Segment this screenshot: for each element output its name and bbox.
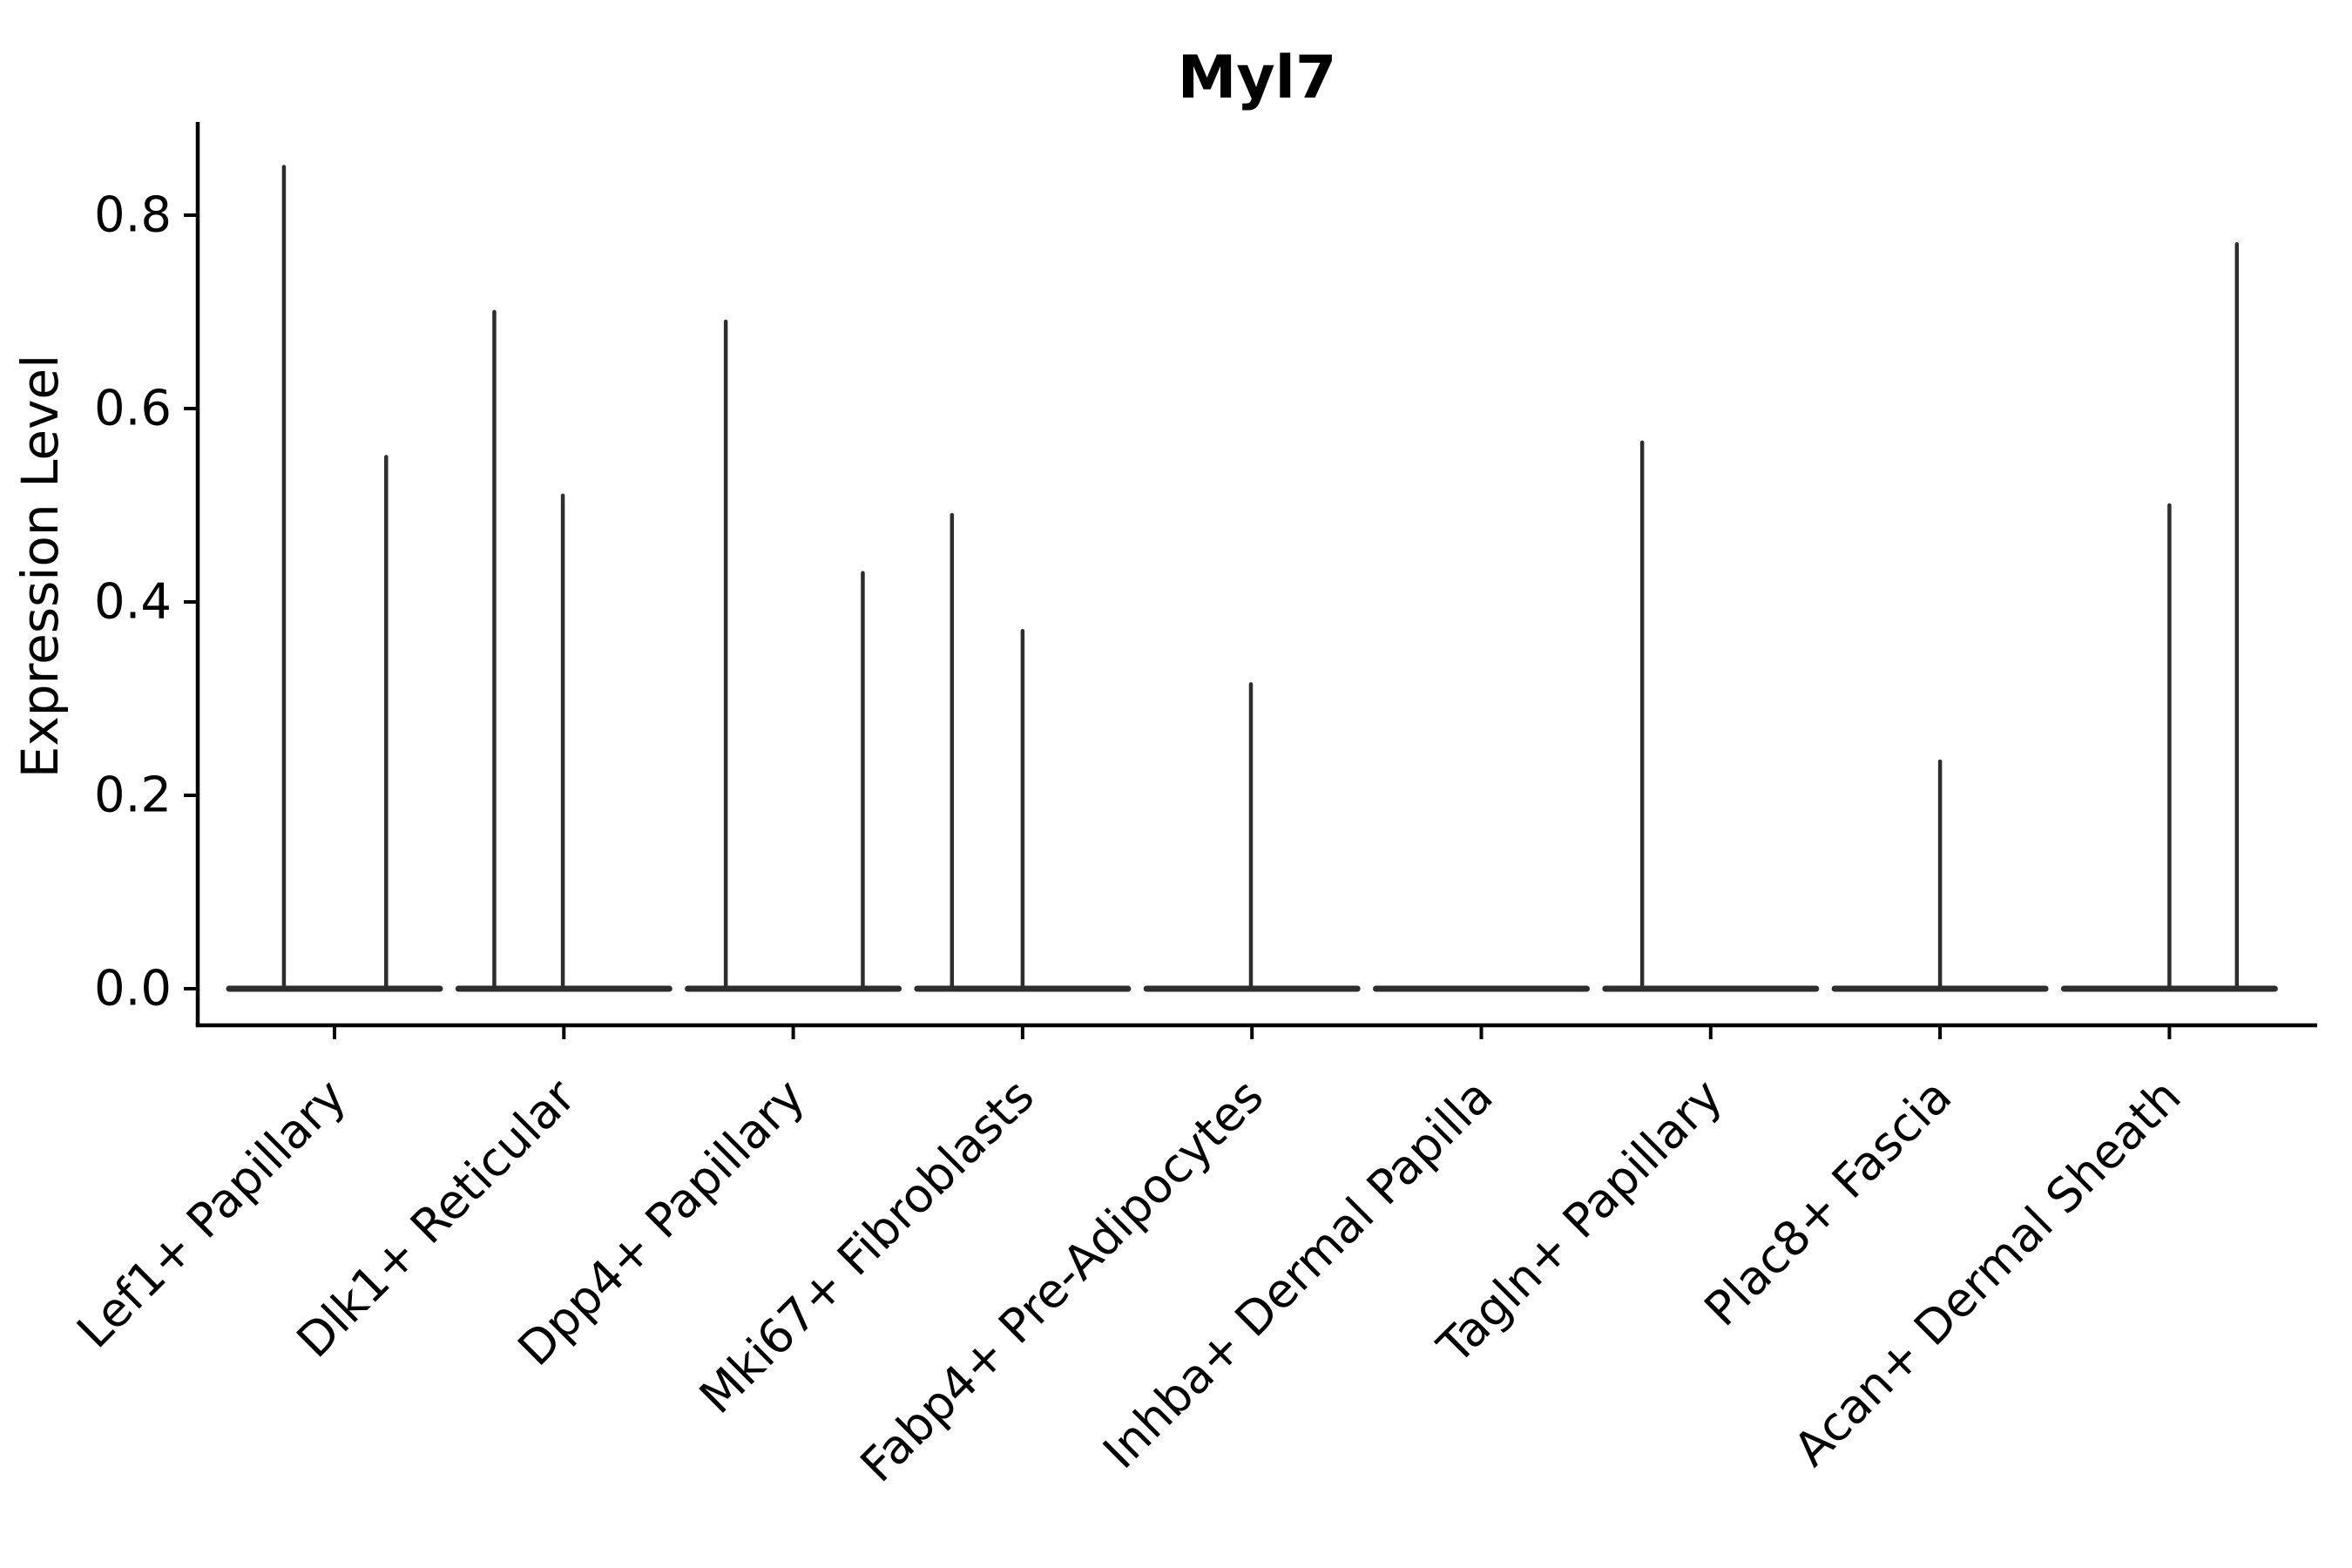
violin (1831, 759, 2049, 992)
x-tick-label: Inhba+ Dermal Papilla (1092, 1069, 1503, 1479)
violin (685, 319, 902, 992)
violin-series (226, 165, 2278, 992)
y-axis-ticks: 0.0 0.2 0.4 0.6 0.8 (94, 187, 198, 1017)
y-tick-label: 0.6 (94, 381, 172, 437)
y-tick-label: 0.0 (94, 961, 172, 1017)
violin (1143, 682, 1361, 992)
violin (226, 165, 443, 992)
x-tick-label: Plac8+ Fascia (1694, 1069, 1963, 1337)
violin (1602, 440, 1820, 992)
chart-title: Myl7 (1178, 44, 1337, 112)
y-axis-label: Expression Level (10, 355, 70, 778)
violin (914, 512, 1132, 992)
y-tick-label: 0.4 (94, 574, 172, 631)
y-tick-label: 0.8 (94, 187, 172, 244)
x-tick-label: Fabp4+ Pre-Adipocytes (850, 1069, 1274, 1493)
y-tick-label: 0.2 (94, 767, 172, 824)
x-tick-label: Acan+ Dermal Sheath (1783, 1069, 2191, 1477)
violin (2060, 242, 2278, 992)
axes-spines (195, 122, 2317, 1028)
violin (455, 309, 672, 992)
